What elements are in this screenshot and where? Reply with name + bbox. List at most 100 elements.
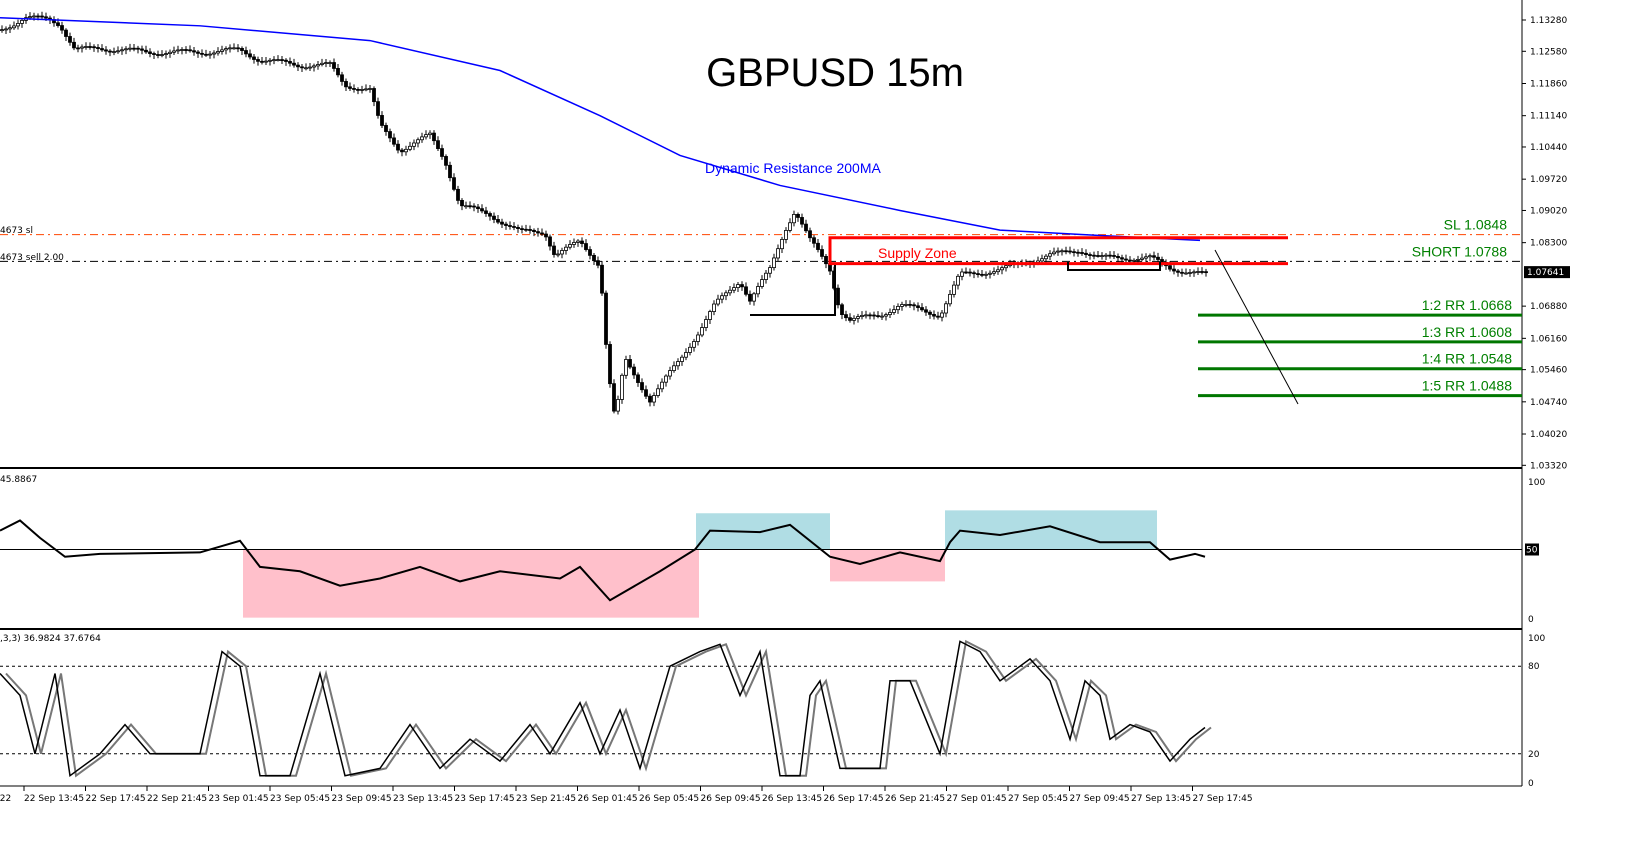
candle (1056, 247, 1060, 256)
candle-body (580, 240, 584, 244)
candle-body (344, 81, 348, 88)
level-label: SHORT 1.0788 (1412, 243, 1507, 259)
candle (880, 312, 884, 320)
candle (124, 46, 128, 55)
candle-body (520, 228, 524, 231)
candle (420, 132, 424, 143)
candle (712, 300, 716, 316)
candle (604, 290, 608, 349)
candle-body (524, 228, 528, 231)
candle (512, 222, 516, 231)
candle (360, 85, 364, 94)
candle (744, 282, 748, 297)
candle (284, 58, 288, 66)
candle (668, 366, 672, 380)
candle-body (304, 67, 308, 70)
candle (772, 253, 776, 271)
candle (396, 140, 400, 154)
candle (0, 25, 4, 33)
candle (392, 133, 396, 147)
candle-body (956, 275, 960, 286)
candle-body (756, 286, 760, 295)
time-tick-label: 23 Sep 13:45 (393, 794, 453, 804)
candle-body (636, 374, 640, 383)
candle-body (76, 47, 80, 50)
candle-body (984, 273, 988, 276)
candle (276, 55, 280, 62)
candle (724, 290, 728, 301)
candle (1180, 268, 1184, 277)
current-price-label: 1.07641 (1527, 268, 1564, 278)
candle-body (1116, 255, 1120, 259)
current-price-box (1524, 266, 1570, 279)
time-tick-label: 23 Sep 01:45 (209, 794, 269, 804)
price-tick-label: 1.11140 (1530, 112, 1567, 122)
candle (4, 26, 8, 34)
candle-body (416, 139, 420, 144)
candle-body (672, 365, 676, 371)
candle-body (512, 226, 516, 228)
candle (312, 63, 316, 72)
candle (256, 56, 260, 66)
candle-body (884, 314, 888, 317)
candle (212, 50, 216, 59)
candle-body (156, 54, 160, 56)
candle-body (712, 303, 716, 312)
rsi-line (0, 519, 1206, 602)
candle (372, 86, 376, 107)
candle-body (332, 62, 336, 69)
candle (792, 210, 796, 227)
candle (936, 311, 940, 320)
candle-body (316, 64, 320, 67)
rsi-tick-label: 100 (1528, 478, 1545, 488)
candle (520, 225, 524, 234)
candle-body (560, 250, 564, 255)
candle-body (836, 287, 840, 306)
candle (344, 78, 348, 92)
candle-body (460, 199, 464, 207)
stoch-tick-label: 0 (1528, 779, 1534, 789)
time-tick-label: 22 Sep 17:45 (86, 794, 146, 804)
candle-body (1148, 255, 1152, 258)
candle (888, 308, 892, 319)
candle-body (308, 66, 312, 69)
candle-body (552, 245, 556, 255)
candle-body (780, 238, 784, 250)
candle (748, 290, 752, 305)
candle-body (408, 145, 412, 150)
candle (932, 310, 936, 320)
candle-body (708, 311, 712, 320)
candle (172, 46, 176, 55)
time-tick-label: 27 Sep 09:45 (1070, 794, 1130, 804)
candle-body (596, 260, 600, 266)
price-tick-label: 1.05460 (1530, 366, 1567, 376)
candle (700, 323, 704, 338)
candle (740, 281, 744, 291)
candle (664, 374, 668, 387)
candle-body (748, 293, 752, 302)
candle-body (1004, 265, 1008, 269)
candle (100, 44, 104, 52)
candle (784, 227, 788, 244)
candle (428, 130, 432, 139)
candle-body (280, 59, 284, 61)
candle-body (532, 229, 536, 233)
candle-body (144, 49, 148, 53)
candle-body (1204, 271, 1208, 274)
candle-body (120, 49, 124, 52)
candle (1148, 253, 1152, 262)
candle-body (220, 49, 224, 52)
candle (8, 24, 12, 33)
candle-body (776, 248, 780, 259)
candle-body (760, 279, 764, 287)
candle-body (184, 49, 188, 51)
candle-body (268, 59, 272, 62)
candle-body (468, 205, 472, 208)
candle (992, 267, 996, 276)
candle-body (600, 264, 604, 294)
candle-body (652, 395, 656, 403)
candle-body (824, 256, 828, 265)
candle-body (820, 249, 824, 257)
candle-body (500, 221, 504, 225)
